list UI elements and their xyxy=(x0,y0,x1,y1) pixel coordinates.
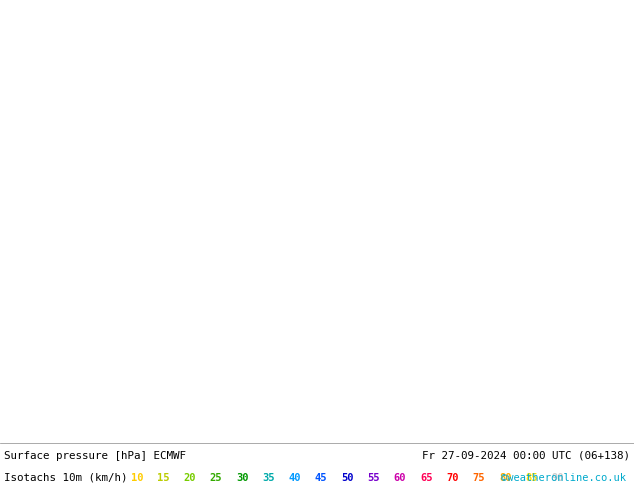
Text: 45: 45 xyxy=(315,473,327,483)
Text: 55: 55 xyxy=(368,473,380,483)
Text: 50: 50 xyxy=(341,473,354,483)
Text: 70: 70 xyxy=(446,473,459,483)
Text: 75: 75 xyxy=(473,473,485,483)
Text: 30: 30 xyxy=(236,473,249,483)
Text: ©weatheronline.co.uk: ©weatheronline.co.uk xyxy=(501,473,626,483)
Text: 90: 90 xyxy=(552,473,564,483)
Text: 10: 10 xyxy=(131,473,143,483)
Text: 40: 40 xyxy=(288,473,301,483)
Text: 85: 85 xyxy=(526,473,538,483)
Text: 20: 20 xyxy=(183,473,196,483)
Text: 80: 80 xyxy=(499,473,512,483)
Text: 65: 65 xyxy=(420,473,432,483)
Text: 15: 15 xyxy=(157,473,169,483)
Text: Fr 27-09-2024 00:00 UTC (06+138): Fr 27-09-2024 00:00 UTC (06+138) xyxy=(422,451,630,461)
Text: 60: 60 xyxy=(394,473,406,483)
Text: 35: 35 xyxy=(262,473,275,483)
Text: Isotachs 10m (km/h): Isotachs 10m (km/h) xyxy=(4,473,127,483)
Text: 25: 25 xyxy=(210,473,222,483)
Text: Surface pressure [hPa] ECMWF: Surface pressure [hPa] ECMWF xyxy=(4,451,186,461)
